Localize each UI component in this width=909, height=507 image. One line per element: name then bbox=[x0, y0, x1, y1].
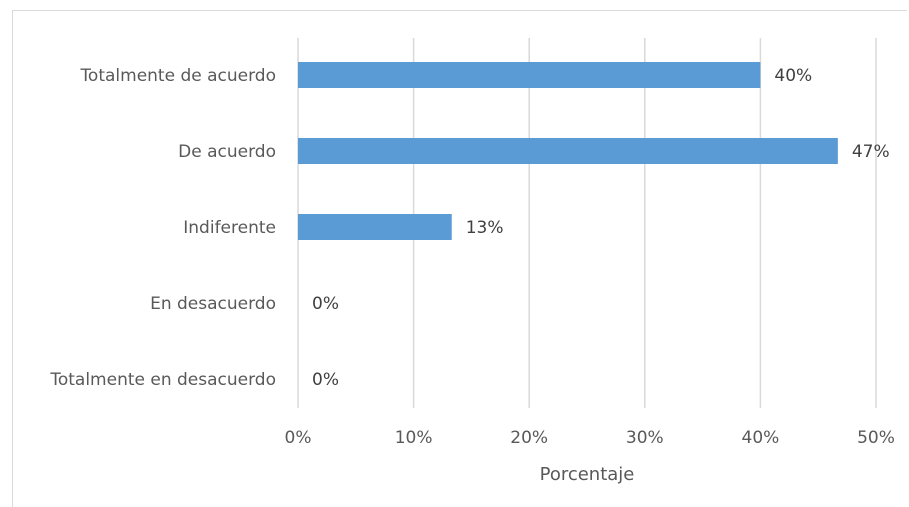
x-tick-label: 0% bbox=[285, 428, 312, 448]
data-label: 40% bbox=[774, 66, 812, 86]
data-label: 13% bbox=[466, 218, 504, 238]
category-label: Indiferente bbox=[183, 218, 276, 238]
data-label: 0% bbox=[312, 294, 339, 314]
category-label: Totalmente de acuerdo bbox=[79, 66, 276, 86]
category-label: En desacuerdo bbox=[150, 294, 276, 314]
chart-frame bbox=[12, 10, 907, 507]
x-tick-label: 40% bbox=[742, 428, 780, 448]
x-tick-label: 30% bbox=[626, 428, 664, 448]
category-label: Totalmente en desacuerdo bbox=[49, 370, 276, 390]
data-label: 47% bbox=[852, 142, 890, 162]
bars bbox=[298, 62, 838, 240]
bar bbox=[298, 62, 761, 88]
bar bbox=[298, 214, 452, 240]
x-tick-label: 50% bbox=[857, 428, 895, 448]
bar bbox=[298, 138, 838, 164]
labels: 0% 10% 20% 30% 40% 50% Totalmente de acuerdo 40… bbox=[49, 66, 895, 448]
x-tick-label: 20% bbox=[510, 428, 548, 448]
x-axis-title: Porcentaje bbox=[540, 464, 635, 485]
data-label: 0% bbox=[312, 370, 339, 390]
category-label: De acuerdo bbox=[178, 142, 276, 162]
x-tick-label: 10% bbox=[395, 428, 433, 448]
